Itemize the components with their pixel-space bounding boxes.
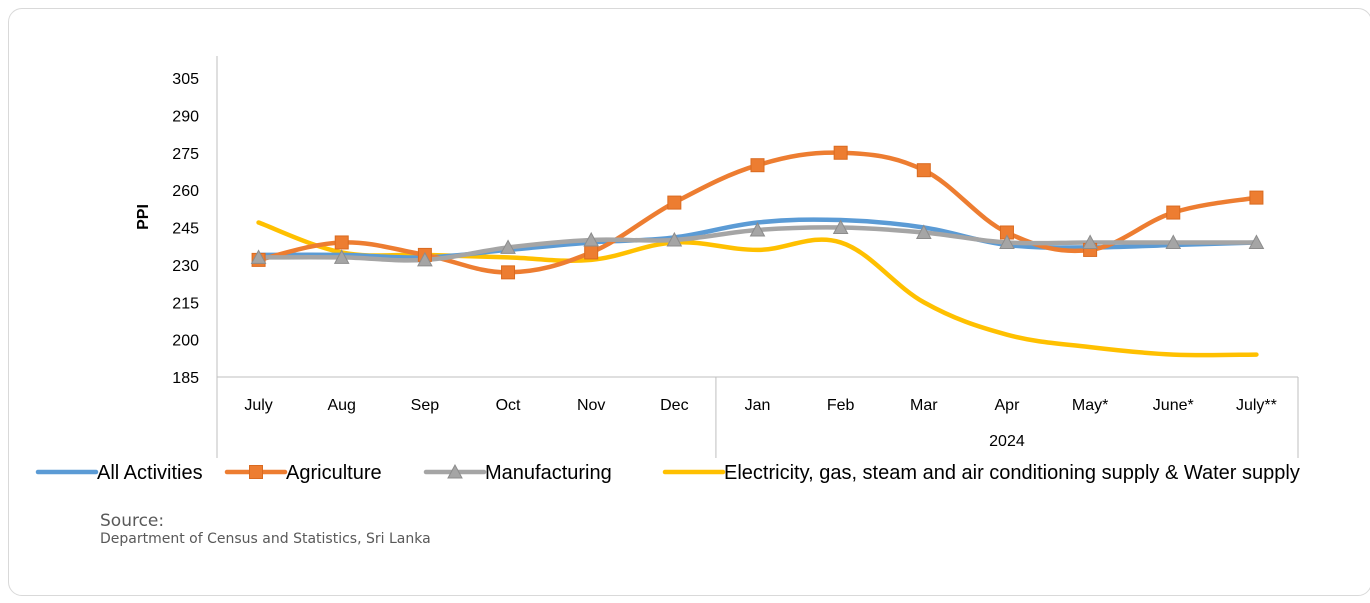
legend-marker	[447, 463, 463, 479]
data-point-marker	[417, 251, 433, 267]
y-axis-label: PPI	[135, 204, 152, 230]
legend: All Activities Agriculture Manufacturing El…	[35, 462, 1300, 484]
data-point-marker	[500, 239, 516, 254]
legend-label: Manufacturing	[485, 462, 612, 484]
y-tick-label: 230	[172, 258, 199, 275]
data-point-marker	[1166, 205, 1181, 220]
legend-label: Agriculture	[286, 462, 382, 484]
data-point-marker	[501, 265, 516, 280]
data-point-marker	[333, 249, 350, 264]
x-tick-label: July	[244, 397, 272, 414]
source-text: Department of Census and Statistics, Sri…	[100, 531, 431, 547]
x-tick-label: Feb	[827, 397, 855, 414]
x-tick-label: Oct	[496, 397, 521, 414]
y-tick-label: 305	[172, 71, 199, 88]
data-point-marker	[1082, 234, 1098, 249]
data-point-marker	[1249, 190, 1264, 205]
data-point-marker	[915, 224, 932, 239]
source-label: Source:	[100, 511, 165, 531]
x-tick-label: May*	[1072, 397, 1108, 414]
data-point-marker	[750, 158, 765, 173]
y-tick-label: 290	[172, 108, 199, 125]
series-lines	[256, 150, 1259, 358]
y-tick-label: 185	[172, 370, 199, 387]
x-tick-label: Apr	[995, 397, 1021, 414]
y-tick-label: 200	[172, 333, 199, 350]
x-tick-label: Mar	[910, 397, 938, 414]
y-tick-label: 215	[172, 295, 199, 312]
y-tick-label: 245	[172, 221, 199, 238]
x-tick-label: July**	[1236, 397, 1277, 414]
data-point-marker	[1248, 234, 1265, 249]
data-point-marker	[583, 231, 600, 247]
data-point-marker	[666, 231, 683, 247]
legend-label: All Activities	[97, 462, 203, 484]
data-point-marker	[1165, 234, 1182, 249]
x-tick-label: Dec	[660, 397, 688, 414]
x-tick-label: Aug	[327, 397, 355, 414]
x-tick-label: Sep	[411, 397, 440, 414]
data-point-marker	[667, 195, 682, 210]
x-tick-label: Nov	[577, 397, 605, 414]
data-point-marker	[832, 219, 849, 234]
group-label: 2024	[989, 433, 1025, 450]
legend-marker	[249, 465, 263, 479]
data-point-marker	[334, 235, 349, 250]
legend-label: Electricity, gas, steam and air conditio…	[724, 462, 1300, 484]
y-tick-label: 260	[172, 183, 199, 200]
data-point-marker	[999, 234, 1015, 249]
data-point-marker	[250, 249, 267, 264]
data-point-marker	[749, 221, 766, 237]
chart-card	[8, 8, 1370, 596]
x-tick-label: June*	[1153, 397, 1194, 414]
chart-axes: 185 200 215 230 245 260 275 290 305 July Aug Sep Oct…	[172, 56, 1299, 458]
source-note: Source: Department of Census and Statist…	[100, 511, 431, 548]
data-point-marker	[916, 163, 931, 178]
x-tick-label: Jan	[745, 397, 771, 414]
data-point-marker	[584, 245, 599, 260]
y-tick-label: 275	[172, 146, 199, 163]
data-point-marker	[833, 145, 848, 160]
series-markers	[250, 145, 1265, 280]
